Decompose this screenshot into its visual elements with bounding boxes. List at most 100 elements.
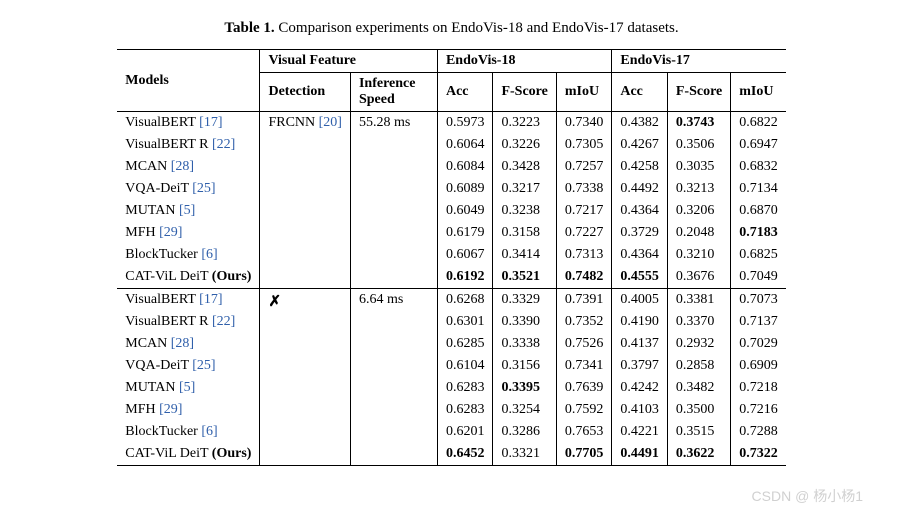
table-cell: 0.3329 xyxy=(493,289,556,312)
header-inference-speed: Inference Speed xyxy=(350,73,437,112)
table-cell: 0.3217 xyxy=(493,178,556,200)
table-cell: 0.7134 xyxy=(731,178,786,200)
table-cell: 0.6089 xyxy=(437,178,493,200)
table-cell: 0.2858 xyxy=(667,355,730,377)
table-row: VisualBERT [17]✗6.64 ms0.62680.33290.739… xyxy=(117,289,786,312)
citation-ref: [28] xyxy=(171,159,194,174)
table-cell: 0.7049 xyxy=(731,266,786,289)
table-cell: 0.6822 xyxy=(731,112,786,135)
table-cell: 0.4492 xyxy=(612,178,668,200)
table-cell: 0.6268 xyxy=(437,289,493,312)
table-cell: 0.7338 xyxy=(556,178,612,200)
table-cell: 0.7340 xyxy=(556,112,612,135)
table-cell: 0.3482 xyxy=(667,377,730,399)
table-cell: 0.3521 xyxy=(493,266,556,289)
table-cell: 0.3158 xyxy=(493,222,556,244)
table-cell: 0.2932 xyxy=(667,333,730,355)
table-cell: 0.4103 xyxy=(612,399,668,421)
table-cell: 0.7341 xyxy=(556,355,612,377)
table-cell: 0.6909 xyxy=(731,355,786,377)
table-row: BlockTucker [6]0.60670.34140.73130.43640… xyxy=(117,244,786,266)
speed-cell: 55.28 ms xyxy=(350,112,437,289)
table-cell: 0.6285 xyxy=(437,333,493,355)
table-cell: 0.3729 xyxy=(612,222,668,244)
table-cell: 0.7391 xyxy=(556,289,612,312)
table-row: BlockTucker [6]0.62010.32860.76530.42210… xyxy=(117,421,786,443)
table-cell: 0.3506 xyxy=(667,134,730,156)
csdn-watermark: CSDN @ 杨小杨1 xyxy=(752,486,863,506)
table-cell: 0.6084 xyxy=(437,156,493,178)
model-name-cell: BlockTucker [6] xyxy=(117,244,260,266)
table-cell: 0.6201 xyxy=(437,421,493,443)
table-cell: 0.3797 xyxy=(612,355,668,377)
header-fscore-18: F-Score xyxy=(493,73,556,112)
table-cell: 0.3238 xyxy=(493,200,556,222)
citation-ref: [20] xyxy=(319,115,342,130)
header-endo18: EndoVis-18 xyxy=(437,50,611,73)
model-name-cell: VisualBERT R [22] xyxy=(117,134,260,156)
table-cell: 0.3223 xyxy=(493,112,556,135)
citation-ref: [17] xyxy=(199,292,222,307)
header-acc-17: Acc xyxy=(612,73,668,112)
model-name-cell: MCAN [28] xyxy=(117,156,260,178)
caption-label: Table 1. xyxy=(224,20,274,36)
table-cell: 0.2048 xyxy=(667,222,730,244)
header-models: Models xyxy=(117,50,260,112)
header-fscore-17: F-Score xyxy=(667,73,730,112)
citation-ref: [29] xyxy=(159,225,182,240)
table-row: MCAN [28]0.60840.34280.72570.42580.30350… xyxy=(117,156,786,178)
header-visual-feature: Visual Feature xyxy=(260,50,438,73)
model-name-cell: MUTAN [5] xyxy=(117,200,260,222)
caption-text: Comparison experiments on EndoVis-18 and… xyxy=(278,20,678,36)
table-cell: 0.7313 xyxy=(556,244,612,266)
table-cell: 0.7705 xyxy=(556,443,612,466)
table-cell: 0.3515 xyxy=(667,421,730,443)
table-cell: 0.3414 xyxy=(493,244,556,266)
table-cell: 0.6283 xyxy=(437,377,493,399)
table-cell: 0.4491 xyxy=(612,443,668,466)
x-mark-icon: ✗ xyxy=(268,294,281,310)
table-cell: 0.3210 xyxy=(667,244,730,266)
model-name-cell: MCAN [28] xyxy=(117,333,260,355)
table-cell: 0.7073 xyxy=(731,289,786,312)
table-row: MUTAN [5]0.60490.32380.72170.43640.32060… xyxy=(117,200,786,222)
table-row: CAT-ViL DeiT (Ours)0.61920.35210.74820.4… xyxy=(117,266,786,289)
model-name-cell: VisualBERT R [22] xyxy=(117,311,260,333)
model-name-cell: VisualBERT [17] xyxy=(117,289,260,312)
model-name-cell: VQA-DeiT [25] xyxy=(117,355,260,377)
table-cell: 0.3286 xyxy=(493,421,556,443)
table-row: MFH [29]0.61790.31580.72270.37290.20480.… xyxy=(117,222,786,244)
table-cell: 0.4382 xyxy=(612,112,668,135)
speed-cell: 6.64 ms xyxy=(350,289,437,466)
table-cell: 0.3500 xyxy=(667,399,730,421)
table-cell: 0.3381 xyxy=(667,289,730,312)
table-cell: 0.3206 xyxy=(667,200,730,222)
table-cell: 0.4005 xyxy=(612,289,668,312)
table-cell: 0.7218 xyxy=(731,377,786,399)
table-cell: 0.3035 xyxy=(667,156,730,178)
table-cell: 0.3390 xyxy=(493,311,556,333)
table-cell: 0.7526 xyxy=(556,333,612,355)
table-cell: 0.6283 xyxy=(437,399,493,421)
table-cell: 0.3156 xyxy=(493,355,556,377)
citation-ref: [29] xyxy=(159,402,182,417)
citation-ref: [5] xyxy=(179,203,195,218)
table-cell: 0.6192 xyxy=(437,266,493,289)
table-cell: 0.6301 xyxy=(437,311,493,333)
table-cell: 0.3226 xyxy=(493,134,556,156)
table-cell: 0.3622 xyxy=(667,443,730,466)
table-cell: 0.3338 xyxy=(493,333,556,355)
table-cell: 0.4258 xyxy=(612,156,668,178)
table-row: VisualBERT R [22]0.63010.33900.73520.419… xyxy=(117,311,786,333)
table-cell: 0.3395 xyxy=(493,377,556,399)
model-name-cell: MFH [29] xyxy=(117,222,260,244)
citation-ref: [6] xyxy=(201,424,217,439)
table-cell: 0.6870 xyxy=(731,200,786,222)
model-name-cell: CAT-ViL DeiT (Ours) xyxy=(117,266,260,289)
table-cell: 0.4555 xyxy=(612,266,668,289)
citation-ref: [28] xyxy=(171,336,194,351)
table-cell: 0.7217 xyxy=(556,200,612,222)
table-cell: 0.7216 xyxy=(731,399,786,421)
table-cell: 0.4221 xyxy=(612,421,668,443)
table-cell: 0.7288 xyxy=(731,421,786,443)
